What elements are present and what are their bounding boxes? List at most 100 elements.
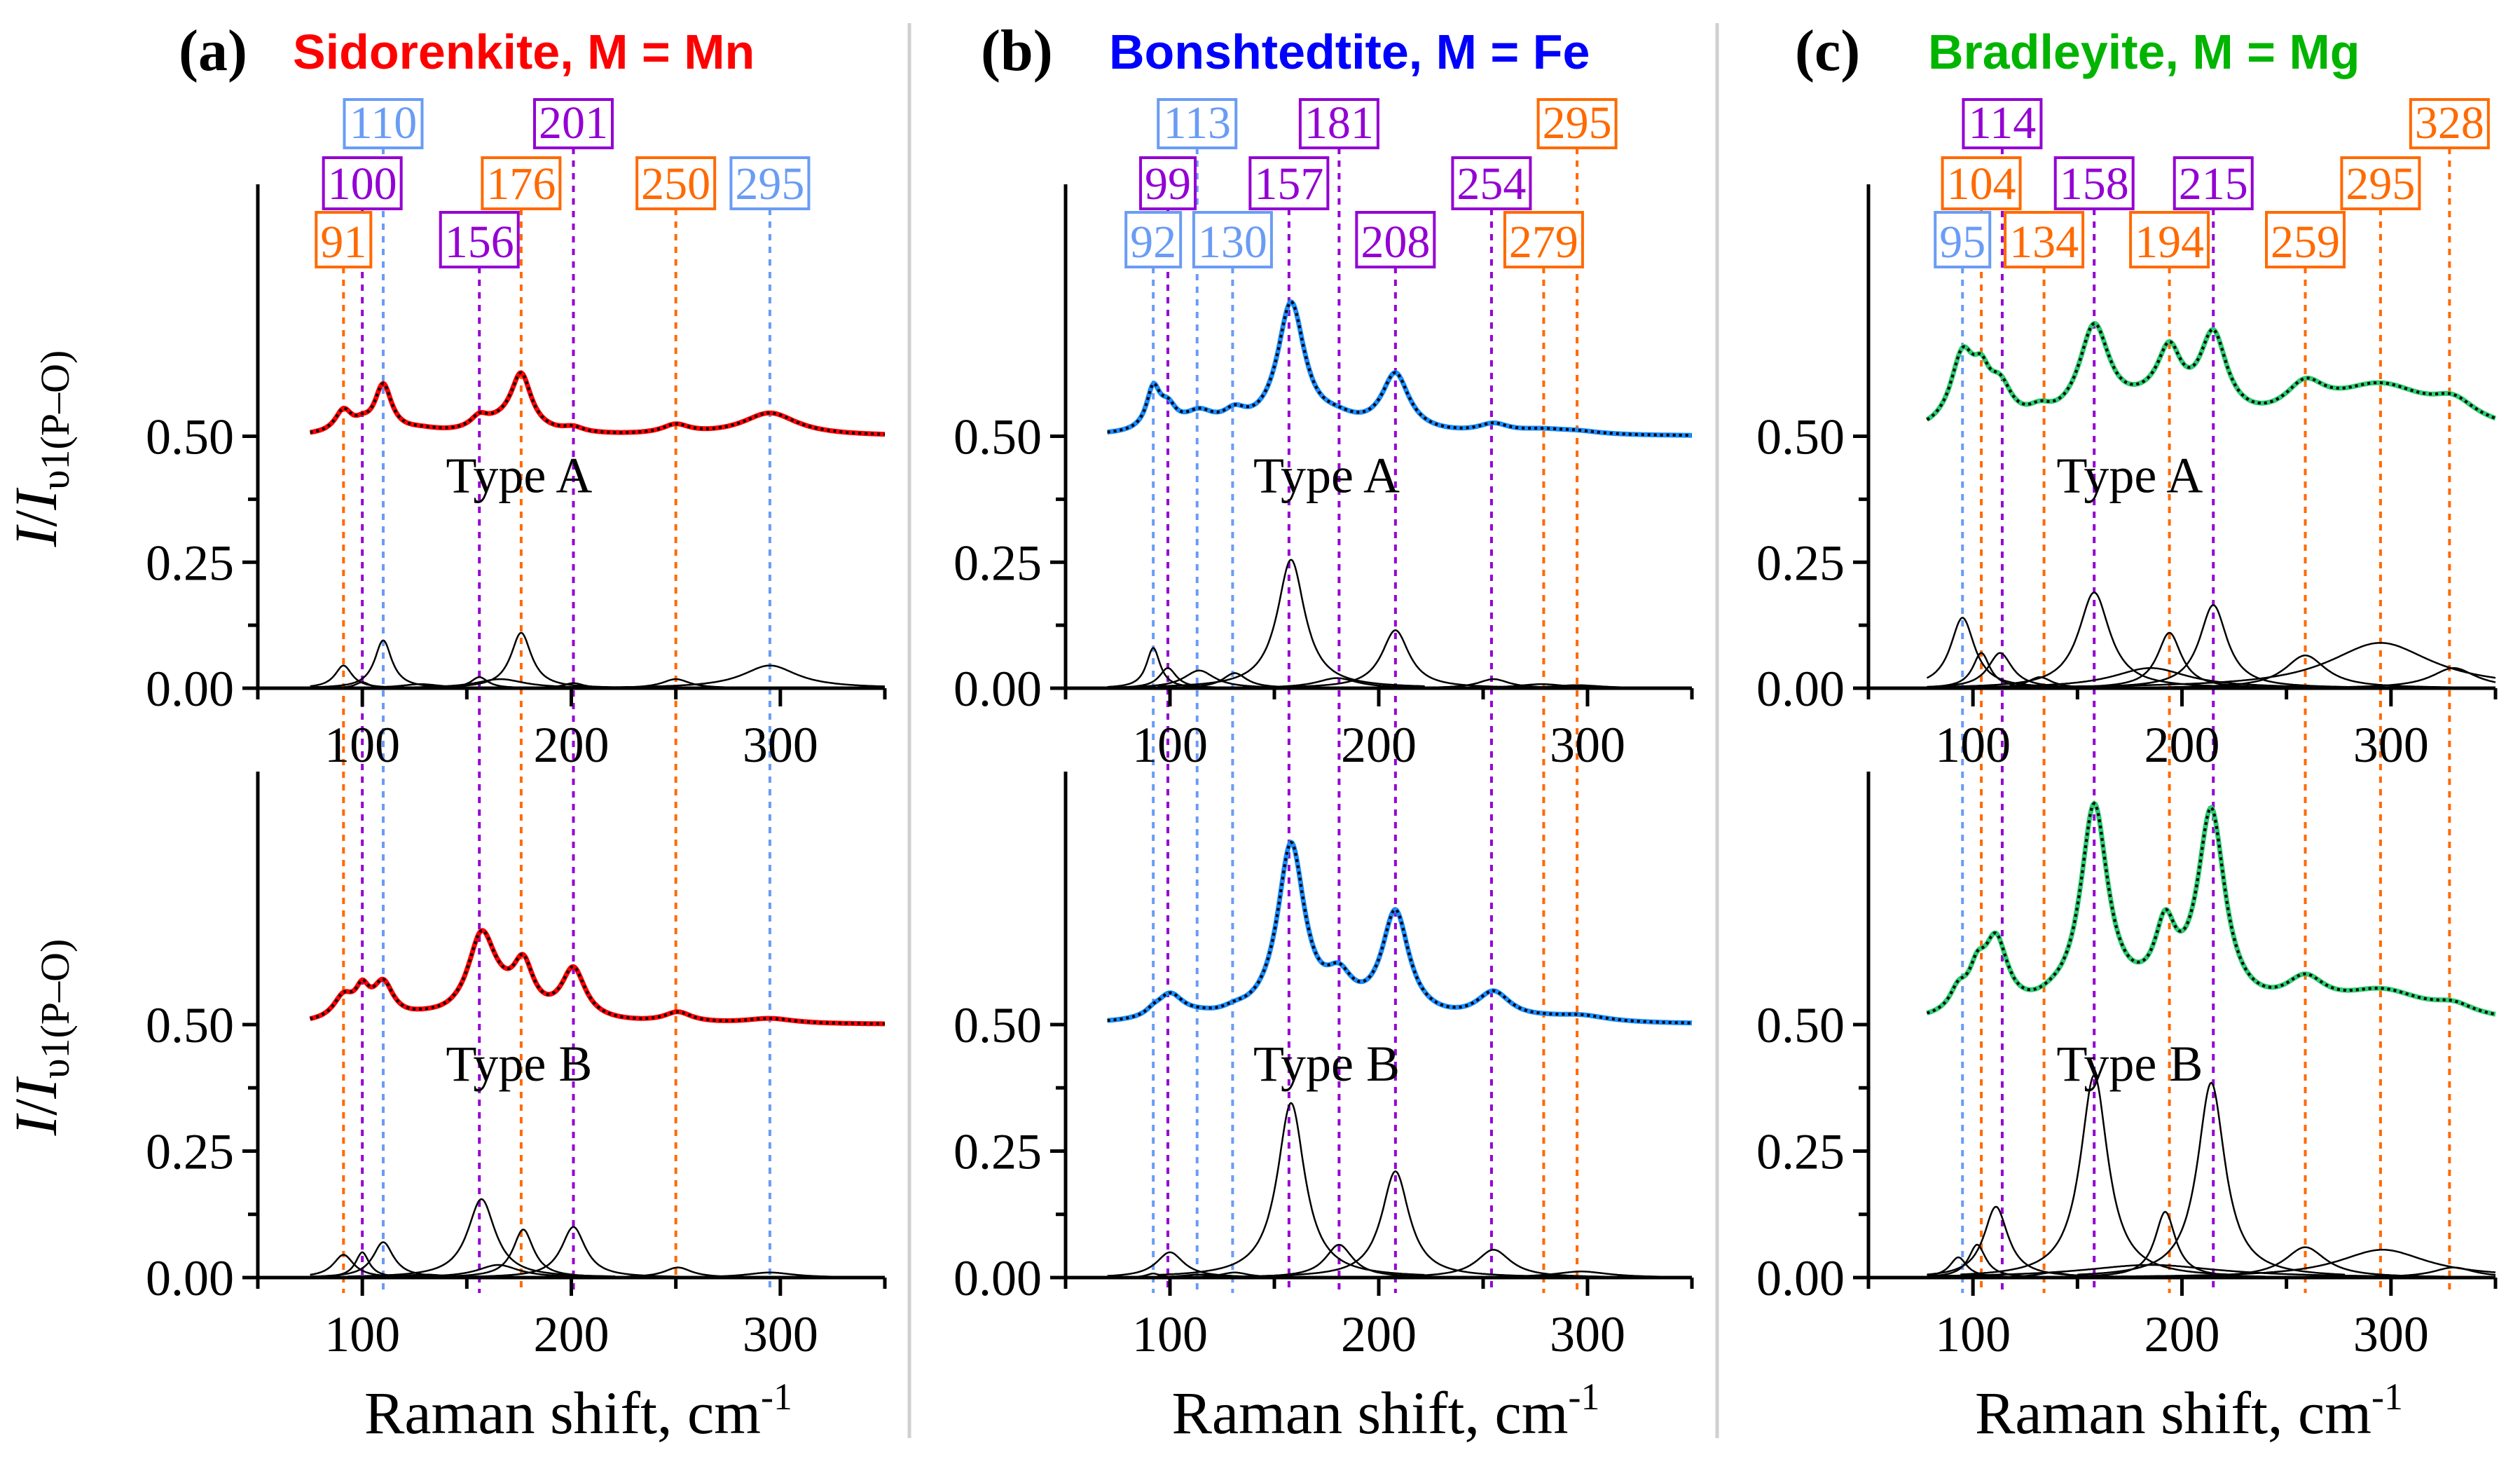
- peak-label-box-99: [1139, 156, 1197, 210]
- panel-c-letter: (c): [1795, 18, 1860, 83]
- panel-a-letter: (a): [179, 18, 247, 83]
- fitted-spectrum: [1107, 299, 1692, 438]
- peak-label-box-114: [1962, 98, 2043, 149]
- component-peak-330: [2236, 666, 2496, 689]
- y-tick-label: 0.50: [1756, 997, 1845, 1053]
- panel-c: 114 328 104 158 215 295 95 134 194 259 0.00 0.25 0.5…: [1756, 97, 2498, 1446]
- peak-label-95: 95: [1939, 217, 1985, 268]
- peak-label-100: 100: [328, 158, 397, 210]
- fitted-spectrum: [1925, 321, 2497, 422]
- type-label: Type B: [2056, 1036, 2203, 1092]
- peak-label-158: 158: [2060, 158, 2129, 210]
- x-tick-label: 200: [534, 717, 610, 773]
- x-tick-label: 200: [1341, 717, 1417, 773]
- y-tick-label: 0.00: [1756, 661, 1845, 717]
- subplot-a-type-a: 0.00 0.25 0.50 100 200 300 Type A: [146, 184, 887, 773]
- y-tick-label: 0.00: [1756, 1250, 1845, 1306]
- peak-label-279: 279: [1509, 217, 1578, 268]
- panel-b: 113 181 295 99 157 254 92 130 208 279 0.00 0.25 0.50…: [953, 97, 1694, 1446]
- observed-spectrum: [1107, 300, 1692, 437]
- peak-label-box-156: [439, 211, 520, 268]
- x-tick-label: 200: [2144, 1306, 2220, 1362]
- component-peak-100: [1107, 1251, 1304, 1278]
- peak-label-92: 92: [1130, 217, 1176, 268]
- peak-label-box-100: [322, 156, 403, 210]
- peak-label-114: 114: [1969, 97, 2037, 149]
- peak-label-box-250: [635, 156, 717, 210]
- x-axis-label: Raman shift, cm-1: [1171, 1376, 1599, 1446]
- y-tick-label: 0.25: [953, 1124, 1042, 1180]
- subplot-a-type-b: 0.00 0.25 0.50 100 200 300 Type B: [146, 772, 887, 1362]
- peak-label-328: 328: [2415, 97, 2484, 149]
- y-tick-label: 0.25: [1756, 1124, 1845, 1180]
- peak-label-box-92: [1124, 211, 1183, 268]
- panel-c-title: (c) Bradleyite, M = Mg: [1795, 18, 2360, 83]
- component-peak-297: [1314, 1271, 1692, 1279]
- peak-label-295: 295: [735, 158, 804, 210]
- peak-label-box-254: [1451, 156, 1532, 210]
- peak-label-box-259: [2265, 211, 2346, 268]
- peak-label-201: 201: [539, 97, 608, 149]
- peak-label-box-104: [1941, 156, 2022, 210]
- peak-label-box-201: [532, 98, 614, 149]
- x-tick-label: 200: [2144, 717, 2220, 773]
- subplot-b-type-a: 0.00 0.25 0.50 100 200 300 Type A: [953, 184, 1694, 773]
- peak-label-130: 130: [1198, 217, 1267, 268]
- observed-spectrum: [1926, 322, 2496, 421]
- x-tick-label: 100: [1132, 1306, 1208, 1362]
- component-peak-295: [502, 664, 886, 689]
- panel-b-title: (b) Bonshtedtite, M = Fe: [981, 18, 1590, 83]
- peak-label-259: 259: [2271, 217, 2340, 268]
- y-tick-label: 0.50: [953, 409, 1042, 465]
- fitted-spectrum: [1107, 839, 1693, 1026]
- peak-label-208: 208: [1361, 217, 1430, 268]
- component-peak-158: [1157, 559, 1425, 687]
- fitted-spectrum: [310, 370, 885, 437]
- type-label: Type A: [2056, 448, 2203, 504]
- peak-label-box-181: [1298, 98, 1379, 149]
- y-tick-label: 0.25: [953, 535, 1042, 591]
- panel-c-mineral: Bradleyite, M = Mg: [1928, 25, 2360, 79]
- y-axis-label-bottom: I/Iυ1(P–O): [2, 939, 78, 1137]
- subplot-b-type-b: 0.00 0.25 0.50 100 200 300 Type B: [953, 772, 1694, 1362]
- peak-label-157: 157: [1254, 158, 1323, 210]
- peak-label-box-113: [1157, 98, 1238, 149]
- peak-label-box-279: [1503, 211, 1584, 268]
- peak-label-250: 250: [641, 158, 710, 210]
- component-peak-208: [1262, 629, 1529, 688]
- y-tick-label: 0.50: [146, 997, 234, 1053]
- y-axis-label-sub: υ1(P–O): [32, 939, 78, 1079]
- x-tick-label: 300: [1550, 1306, 1625, 1362]
- component-peak-201: [456, 1226, 691, 1278]
- peak-label-295: 295: [1543, 97, 1612, 149]
- x-axis-label-exponent: -1: [761, 1376, 792, 1418]
- peak-label-113: 113: [1163, 97, 1231, 149]
- x-tick-label: 300: [743, 1306, 818, 1362]
- y-tick-label: 0.50: [1756, 409, 1845, 465]
- peak-label-104: 104: [1947, 158, 2016, 210]
- y-tick-label: 0.00: [146, 661, 234, 717]
- peak-label-box-158: [2053, 156, 2135, 210]
- peak-label-box-295: [2340, 156, 2421, 210]
- y-tick-label: 0.50: [146, 409, 234, 465]
- component-peak-330: [2252, 1266, 2496, 1279]
- panel-a-mineral: Sidorenkite, M = Mn: [293, 25, 755, 79]
- y-axis-label-top: I/Iυ1(P–O): [2, 350, 78, 548]
- component-peak-158: [1943, 591, 2245, 688]
- peak-label-box-328: [2409, 98, 2490, 149]
- type-label: Type A: [446, 448, 592, 504]
- type-label: Type A: [1253, 448, 1400, 504]
- peak-label-99: 99: [1145, 158, 1191, 210]
- y-tick-label: 0.00: [953, 661, 1042, 717]
- x-axis-label: Raman shift, cm-1: [1975, 1376, 2403, 1446]
- panel-b-letter: (b): [981, 18, 1053, 83]
- y-tick-label: 0.25: [1756, 535, 1845, 591]
- peak-label-box-157: [1248, 156, 1330, 210]
- subplot-c-type-a: 0.00 0.25 0.50 100 200 300 Type A: [1756, 184, 2498, 773]
- y-tick-label: 0.25: [146, 1124, 234, 1180]
- peak-label-295: 295: [2346, 158, 2415, 210]
- component-peak-192: [2065, 1210, 2266, 1278]
- peak-label-110: 110: [350, 97, 418, 149]
- component-peak-259: [2105, 1246, 2495, 1278]
